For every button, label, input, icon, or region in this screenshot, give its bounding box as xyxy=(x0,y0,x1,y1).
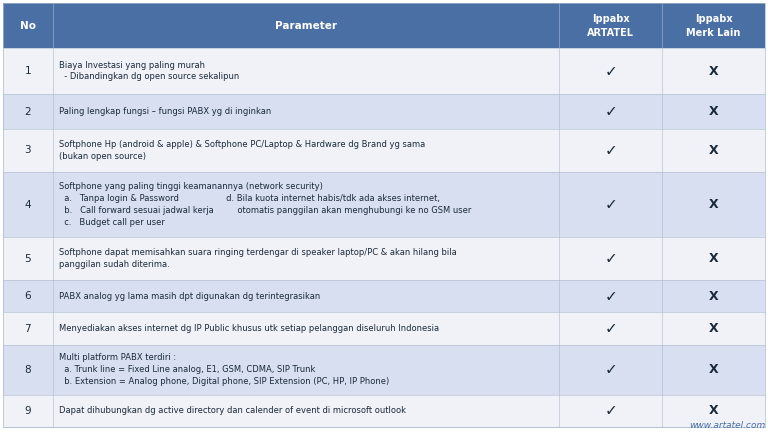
Text: Ippabx
Merk Lain: Ippabx Merk Lain xyxy=(687,14,741,38)
Text: Multi platform PABX terdiri :
  a. Trunk line = Fixed Line analog, E1, GSM, CDMA: Multi platform PABX terdiri : a. Trunk l… xyxy=(58,353,389,386)
Text: ✓: ✓ xyxy=(604,362,617,377)
Bar xyxy=(3,94,765,129)
Text: X: X xyxy=(709,289,718,302)
Bar xyxy=(3,238,765,280)
Text: X: X xyxy=(709,105,718,118)
Text: X: X xyxy=(709,198,718,211)
Text: 7: 7 xyxy=(25,324,31,334)
Text: X: X xyxy=(709,363,718,376)
Text: Ippabx
ARTATEL: Ippabx ARTATEL xyxy=(588,14,634,38)
Text: ✓: ✓ xyxy=(604,64,617,79)
Bar xyxy=(3,345,765,394)
Text: ✓: ✓ xyxy=(604,403,617,418)
Text: X: X xyxy=(709,404,718,417)
Text: 4: 4 xyxy=(25,200,31,210)
Text: X: X xyxy=(709,322,718,335)
Text: Softphone dapat memisahkan suara ringing terdengar di speaker laptop/PC & akan h: Softphone dapat memisahkan suara ringing… xyxy=(58,248,456,269)
Text: ✓: ✓ xyxy=(604,251,617,266)
Text: 9: 9 xyxy=(25,406,31,416)
Text: ✓: ✓ xyxy=(604,104,617,119)
Text: 1: 1 xyxy=(25,66,31,76)
Text: PABX analog yg lama masih dpt digunakan dg terintegrasikan: PABX analog yg lama masih dpt digunakan … xyxy=(58,292,319,301)
Text: Parameter: Parameter xyxy=(275,21,337,31)
Text: X: X xyxy=(709,144,718,157)
Text: ✓: ✓ xyxy=(604,197,617,212)
Bar xyxy=(3,48,765,94)
Text: ✓: ✓ xyxy=(604,321,617,336)
Text: X: X xyxy=(709,64,718,78)
Text: Dapat dihubungkan dg active directory dan calender of event di microsoft outlook: Dapat dihubungkan dg active directory da… xyxy=(58,406,406,415)
Text: ✓: ✓ xyxy=(604,289,617,304)
Bar xyxy=(3,3,765,48)
Bar xyxy=(3,312,765,345)
Text: No: No xyxy=(20,21,36,31)
Text: 3: 3 xyxy=(25,146,31,156)
Bar xyxy=(3,280,765,312)
Bar xyxy=(3,172,765,238)
Text: Menyediakan akses internet dg IP Public khusus utk setiap pelanggan diseluruh In: Menyediakan akses internet dg IP Public … xyxy=(58,324,439,333)
Text: X: X xyxy=(709,252,718,265)
Text: Biaya Investasi yang paling murah
  - Dibandingkan dg open source sekalipun: Biaya Investasi yang paling murah - Diba… xyxy=(58,60,239,82)
Text: 8: 8 xyxy=(25,365,31,375)
Text: ✓: ✓ xyxy=(604,143,617,158)
Text: 6: 6 xyxy=(25,291,31,301)
Text: Paling lengkap fungsi – fungsi PABX yg di inginkan: Paling lengkap fungsi – fungsi PABX yg d… xyxy=(58,107,271,116)
Bar xyxy=(3,129,765,172)
Text: www.artatel.com: www.artatel.com xyxy=(689,421,765,430)
Text: 5: 5 xyxy=(25,254,31,264)
Bar xyxy=(3,394,765,427)
Text: 2: 2 xyxy=(25,107,31,117)
Text: Softphone yang paling tinggi keamanannya (network security)
  a.   Tanpa login &: Softphone yang paling tinggi keamanannya… xyxy=(58,182,471,227)
Text: Softphone Hp (android & apple) & Softphone PC/Laptop & Hardware dg Brand yg sama: Softphone Hp (android & apple) & Softpho… xyxy=(58,140,425,161)
